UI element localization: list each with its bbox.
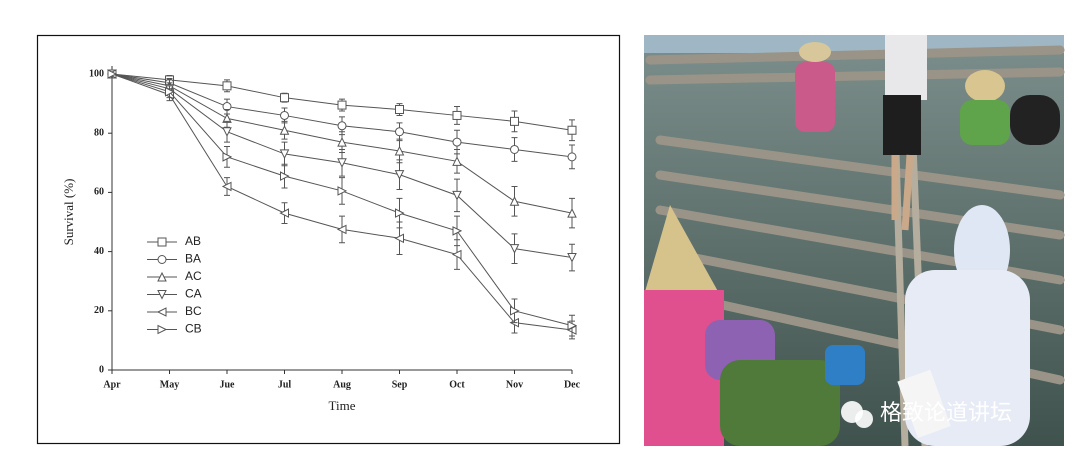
marker <box>280 171 290 181</box>
marker <box>157 324 168 335</box>
marker <box>157 290 167 300</box>
marker <box>395 105 404 115</box>
marker <box>107 69 118 79</box>
y-tick-label: 60 <box>94 187 104 198</box>
marker <box>394 145 405 156</box>
x-tick-label: Jul <box>278 379 292 390</box>
marker <box>337 100 347 110</box>
y-tick-label: 80 <box>94 127 104 138</box>
marker <box>394 170 405 180</box>
legend-label: BA <box>185 252 201 266</box>
marker <box>509 244 520 254</box>
marker <box>452 110 462 120</box>
marker <box>157 271 167 282</box>
marker <box>510 116 519 126</box>
legend-label: CB <box>185 322 202 336</box>
marker <box>509 196 520 206</box>
marker <box>452 190 462 201</box>
marker <box>280 93 289 103</box>
x-tick-label: Apr <box>103 379 121 390</box>
marker <box>337 121 347 131</box>
marker <box>452 137 462 147</box>
marker <box>567 152 577 162</box>
marker <box>157 255 167 264</box>
marker <box>452 156 462 166</box>
marker <box>279 208 289 218</box>
legend-label: AB <box>185 234 201 248</box>
legend-label: AC <box>185 269 202 283</box>
marker <box>337 158 347 168</box>
marker <box>394 233 404 244</box>
marker <box>337 186 348 196</box>
marker <box>567 253 577 263</box>
y-tick-label: 0 <box>99 364 104 375</box>
marker <box>156 307 167 317</box>
y-tick-label: 40 <box>94 246 104 257</box>
marker <box>510 144 519 154</box>
marker <box>567 125 577 135</box>
marker <box>222 152 233 162</box>
x-tick-label: Nov <box>506 379 523 390</box>
y-axis-label: Survival (%) <box>61 179 76 246</box>
marker <box>452 226 463 236</box>
marker <box>279 149 290 160</box>
x-tick-label: Sep <box>392 379 408 390</box>
marker <box>165 86 175 97</box>
marker <box>336 224 347 235</box>
marker <box>567 320 578 331</box>
marker <box>279 125 290 135</box>
marker <box>222 81 232 91</box>
x-tick-label: Oct <box>449 379 465 390</box>
marker <box>222 127 232 137</box>
photo: 格致论道讲坛 <box>644 35 1065 447</box>
y-tick-label: 100 <box>89 68 104 79</box>
x-axis-label: Time <box>329 398 356 413</box>
marker <box>510 305 520 316</box>
marker <box>280 110 289 120</box>
x-tick-label: May <box>160 379 179 390</box>
marker <box>221 181 232 192</box>
x-tick-label: Jue <box>220 379 236 390</box>
legend-label: CA <box>185 287 202 301</box>
x-tick-label: Aug <box>333 379 351 390</box>
marker <box>395 127 404 137</box>
marker <box>337 136 347 147</box>
y-tick-label: 20 <box>94 305 104 316</box>
marker <box>451 249 462 260</box>
marker <box>395 208 405 218</box>
legend-label: BC <box>185 304 202 318</box>
marker <box>567 208 577 218</box>
x-tick-label: Dec <box>564 379 581 390</box>
watermark: 格致论道讲坛 <box>880 401 1012 426</box>
marker <box>157 237 167 247</box>
chart-frame <box>36 34 621 445</box>
